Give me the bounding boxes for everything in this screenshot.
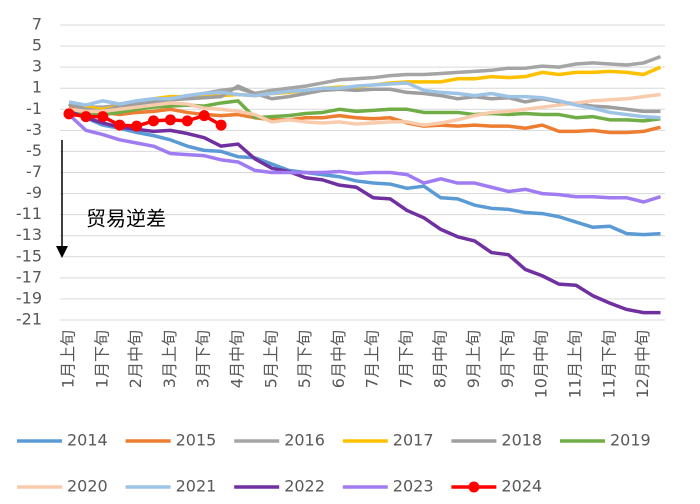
legend-label: 2024 (501, 477, 542, 496)
point-marker (215, 119, 227, 131)
legend-label: 2022 (284, 477, 325, 496)
y-tick-label: -1 (26, 99, 42, 118)
series-line (67, 113, 662, 204)
legend-label: 2016 (284, 431, 325, 450)
point-marker (63, 108, 75, 120)
point-marker (114, 119, 126, 131)
series-line (68, 99, 661, 123)
x-tick-label: 9月上旬 (464, 330, 483, 388)
y-tick-label: -5 (26, 141, 42, 160)
x-tick-label: 5月上旬 (261, 330, 280, 388)
point-marker (181, 115, 193, 127)
point-marker (198, 110, 210, 122)
series-line (68, 109, 661, 315)
x-tick-label: 7月下旬 (397, 330, 416, 388)
series-line (68, 81, 661, 120)
lines (63, 54, 662, 315)
x-tick-label: 4月中旬 (228, 330, 247, 388)
legend-marker (468, 481, 480, 493)
annotation: 贸易逆差 (86, 207, 166, 231)
y-tick-label: -21 (16, 310, 42, 329)
x-tick-label: 3月下旬 (194, 330, 213, 388)
point-marker (131, 120, 143, 132)
point-marker (97, 111, 109, 123)
legend-label: 2014 (67, 431, 108, 450)
x-tick-label: 11月下旬 (599, 330, 618, 398)
y-tick-label: -13 (16, 225, 42, 244)
y-tick-label: -15 (16, 246, 42, 265)
x-tick-label: 1月上旬 (59, 330, 78, 388)
y-tick-label: 1 (32, 78, 42, 97)
x-tick-label: 9月下旬 (498, 330, 517, 388)
point-marker (80, 111, 92, 123)
x-tick-label: 1月下旬 (92, 330, 111, 388)
legend-label: 2020 (67, 477, 108, 496)
y-tick-label: -3 (26, 120, 42, 139)
legend-label: 2018 (501, 431, 542, 450)
y-tick-label: 7 (32, 15, 42, 34)
y-tick-label: 5 (32, 36, 42, 55)
legend-label: 2015 (176, 431, 217, 450)
y-tick-label: -11 (16, 204, 42, 223)
x-tick-label: 10月中旬 (532, 330, 551, 398)
y-tick-label: -9 (26, 183, 42, 202)
series-line (68, 112, 222, 128)
series-line (68, 92, 661, 127)
x-tick-label: 2月中旬 (126, 330, 145, 388)
legend: 2014 2015 2016 2017 2018 2019 2020 2021 2022 2023… (17, 431, 651, 496)
x-tick-label: 6月中旬 (329, 330, 348, 388)
legend-label: 2021 (176, 477, 217, 496)
x-tick-label: 8月中旬 (430, 330, 449, 388)
x-tick-label: 3月上旬 (160, 330, 179, 388)
y-tick-label: 3 (32, 57, 42, 76)
x-tick-label: 11月上旬 (566, 330, 585, 398)
x-tick-label: 7月上旬 (363, 330, 382, 388)
point-marker (164, 114, 176, 126)
y-tick-label: -19 (16, 288, 42, 307)
y-tick-label: -17 (16, 267, 42, 286)
legend-label: 2023 (393, 477, 434, 496)
series-line (67, 102, 661, 237)
x-tick-label: 12月中旬 (633, 330, 652, 398)
x-tick-label: 5月下旬 (295, 330, 314, 388)
series-line (68, 105, 661, 135)
legend-label: 2017 (393, 431, 434, 450)
y-tick-label: -7 (26, 162, 42, 181)
point-marker (148, 115, 159, 127)
legend-label: 2019 (610, 431, 651, 450)
